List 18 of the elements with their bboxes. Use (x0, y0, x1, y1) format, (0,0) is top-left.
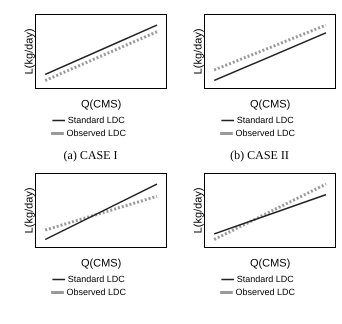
legend-label: Standard LDC (68, 114, 126, 125)
legend-label: Observed LDC (66, 286, 127, 297)
legend-label: Observed LDC (235, 128, 296, 138)
legend-label: Standard LDC (68, 274, 126, 284)
legend-label: Observed LDC (235, 286, 296, 297)
y-axis-title: L(kg/day) (24, 187, 36, 234)
x-axis-title: Q(CMS) (250, 98, 290, 110)
x-axis-title: Q(CMS) (80, 98, 122, 110)
x-axis-title: Q(CMS) (80, 257, 122, 270)
y-axis-title: L(kg/day) (192, 187, 205, 234)
x-axis-title: Q(CMS) (250, 257, 290, 270)
text: (b) CASE II (229, 148, 290, 163)
legend-label: Observed LDC (66, 128, 127, 138)
y-axis-title: L(kg/day) (192, 28, 205, 74)
legend-label: Standard LDC (236, 114, 294, 125)
y-axis-title: L(kg/day) (24, 28, 36, 74)
text: (a) CASE I (62, 148, 118, 163)
legend-label: Standard LDC (236, 274, 294, 284)
